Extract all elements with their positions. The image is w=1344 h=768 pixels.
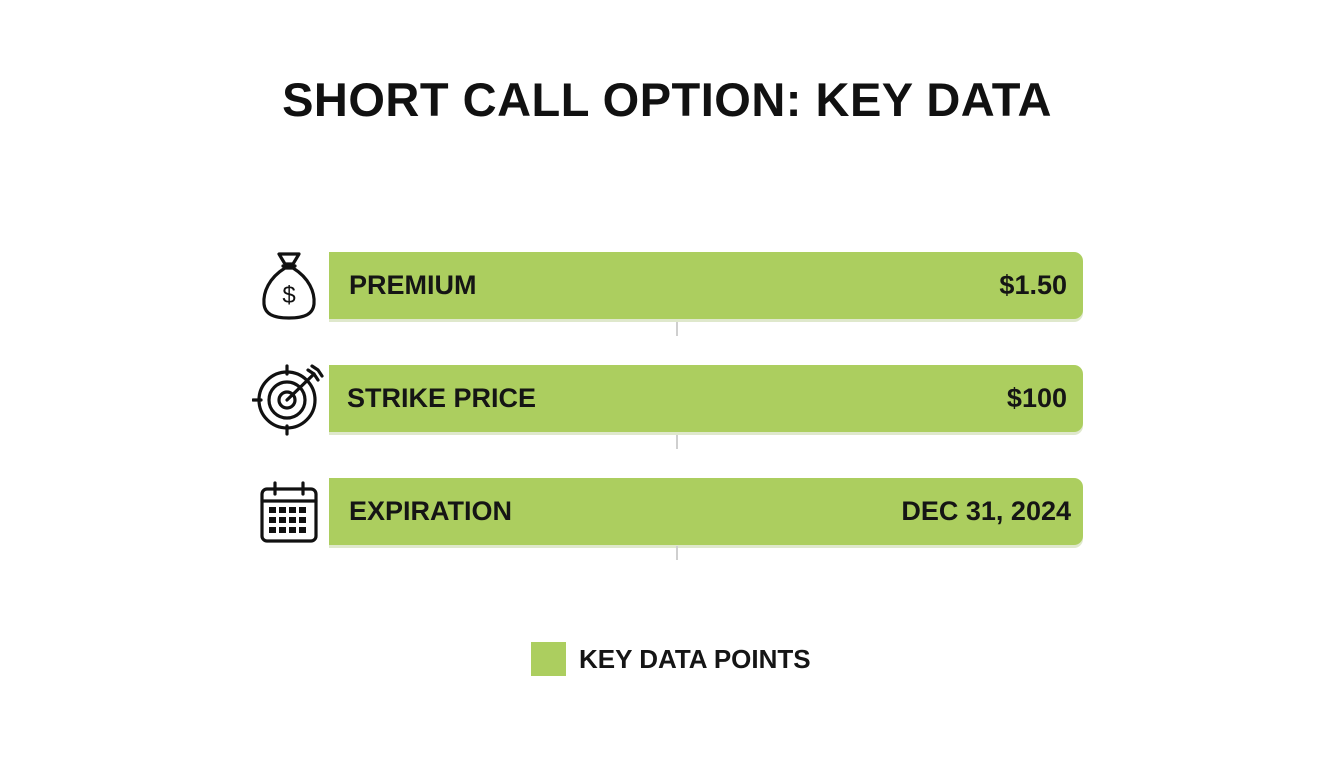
strike-price-value: $100 xyxy=(1006,383,1067,413)
svg-text:$: $ xyxy=(282,282,295,309)
target-icon xyxy=(250,364,328,436)
premium-bar: PREMIUM $1.50 xyxy=(329,252,1083,319)
legend-swatch xyxy=(531,642,566,676)
data-row-premium: $ PREMIUM $1.50 xyxy=(250,251,1090,321)
legend: KEY DATA POINTS xyxy=(531,642,811,676)
strike-price-bar: STRIKE PRICE $100 xyxy=(329,365,1083,432)
data-row-strike-price: STRIKE PRICE $100 xyxy=(250,364,1090,436)
expiration-label: EXPIRATION xyxy=(349,496,513,526)
legend-label: KEY DATA POINTS xyxy=(579,643,811,674)
calendar-icon xyxy=(250,477,328,547)
page-title: SHORT CALL OPTION: KEY DATA xyxy=(282,73,1052,126)
row-connector xyxy=(676,546,678,560)
money-bag-icon: $ xyxy=(250,251,328,321)
premium-value: $1.50 xyxy=(999,270,1067,300)
data-row-expiration: EXPIRATION DEC 31, 2024 xyxy=(250,477,1090,547)
expiration-bar: EXPIRATION DEC 31, 2024 xyxy=(329,478,1083,545)
row-connector xyxy=(676,435,678,449)
premium-label: PREMIUM xyxy=(349,270,477,300)
strike-price-label: STRIKE PRICE xyxy=(347,383,537,413)
expiration-value: DEC 31, 2024 xyxy=(901,496,1071,526)
row-connector xyxy=(676,322,678,336)
